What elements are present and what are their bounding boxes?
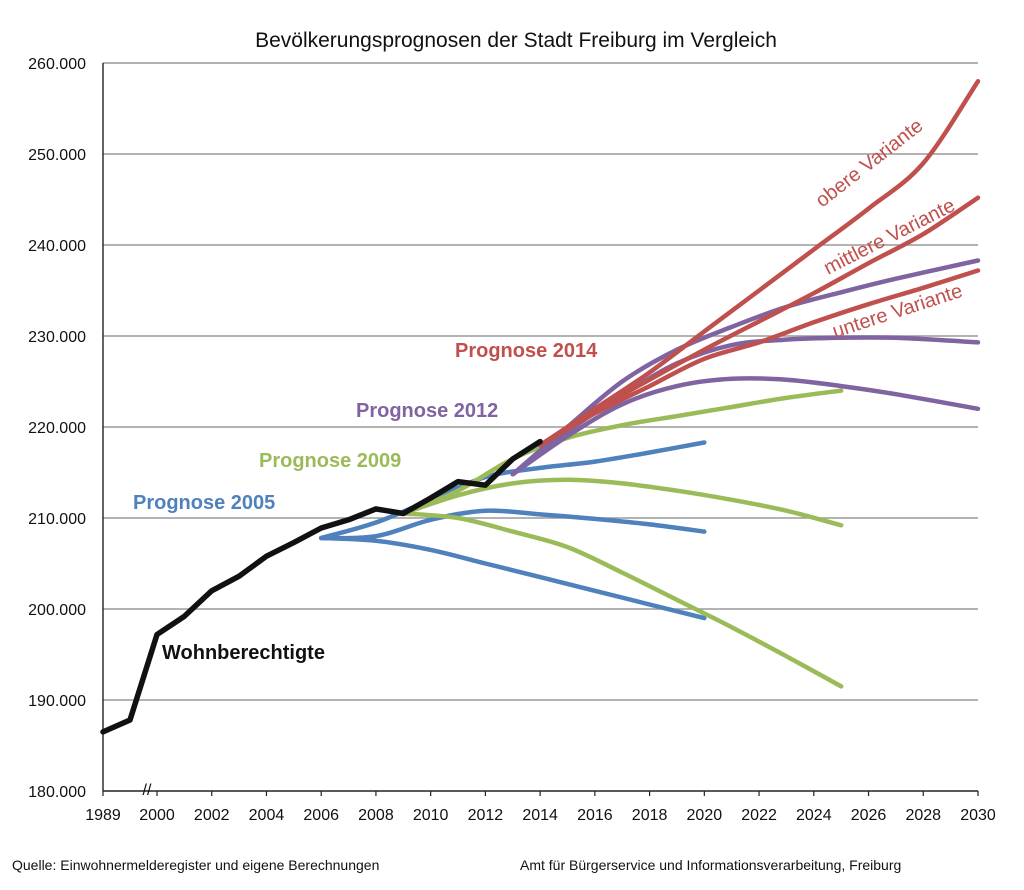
series-line-p2009-0 [401,477,844,528]
x-tick-label: 2020 [687,807,723,824]
x-tick-label: 2010 [413,807,449,824]
series-line-p2009-1 [401,511,844,689]
axis-break-mark: // [143,782,152,799]
footer-source: Quelle: Einwohnermelderegister und eigen… [12,857,380,873]
x-tick-label: 2016 [577,807,613,824]
y-tick-label: 260.000 [28,56,86,73]
x-tick-label: 2022 [741,807,777,824]
y-tick-label: 180.000 [28,784,86,801]
chart-title: Bevölkerungsprognosen der Stadt Freiburg… [255,29,777,52]
x-tick-label: 2006 [303,807,339,824]
series-line-p2005-2 [318,535,707,621]
y-tick-label: 200.000 [28,602,86,619]
x-tick-label: 2018 [632,807,668,824]
x-tick-label: 2004 [249,807,285,824]
x-tick-label: 2028 [905,807,941,824]
series-lines [100,78,981,735]
label-prognose-2005: Prognose 2005 [133,492,275,514]
axes: // [102,63,979,799]
y-tick-label: 250.000 [28,147,86,164]
series-line-p2005-0 [318,508,707,541]
y-tick-label: 230.000 [28,329,86,346]
footer-publisher: Amt für Bürgerservice und Informationsve… [520,857,902,873]
series-line-p2012-1 [510,376,981,477]
label-wohnberechtigte: Wohnberechtigte [162,642,325,664]
series-line-p2014-2 [537,268,981,448]
label-prognose-2012: Prognose 2012 [356,400,498,422]
y-tick-label: 220.000 [28,420,86,437]
y-tick-label: 190.000 [28,693,86,710]
y-tick-label: 210.000 [28,511,86,528]
x-tick-label: 2014 [522,807,558,824]
x-tick-label: 2008 [358,807,394,824]
x-tick-label: 2012 [468,807,504,824]
label-prognose-2009: Prognose 2009 [259,450,401,472]
series-line-wohnberechtigte [100,438,543,735]
x-tick-label: 2002 [194,807,230,824]
y-tick-label: 240.000 [28,238,86,255]
y-axis-labels: 180.000 190.000 200.000 210.000 220.000 230.0… [28,56,86,801]
x-tick-label: 1989 [85,807,121,824]
x-tick-label: 2000 [139,807,175,824]
label-prognose-2014: Prognose 2014 [455,340,598,362]
series-line-p2014-0 [537,78,981,448]
x-tick-label: 2030 [960,807,996,824]
x-tick-label: 2024 [796,807,832,824]
label-obere-variante: obere Variante [812,115,928,212]
series-line-p2014-1 [537,195,981,448]
label-mittlere-variante: mittlere Variante [820,194,958,279]
grid [103,62,978,701]
x-axis-labels: 1989 2000 2002 2004 2006 2008 2010 2012 2014 2016… [85,807,996,824]
x-tick-label: 2026 [851,807,887,824]
